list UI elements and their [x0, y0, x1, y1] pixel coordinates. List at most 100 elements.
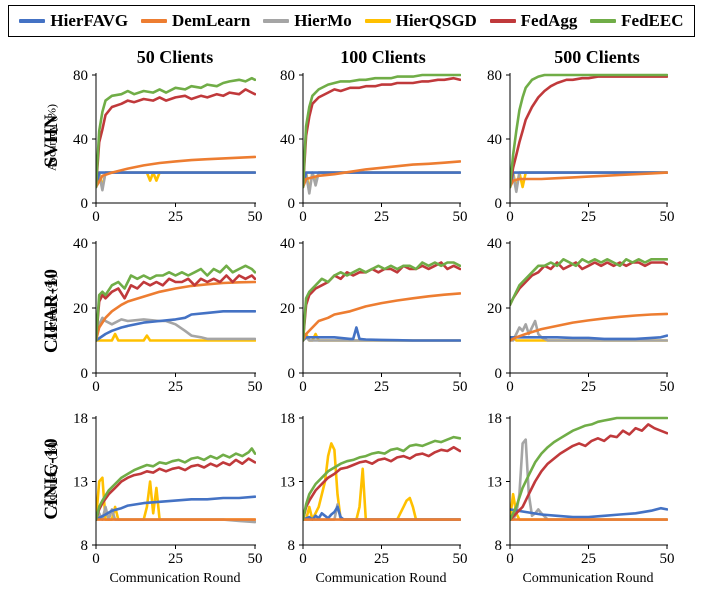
y-tick-label: 0 — [81, 366, 89, 382]
panel-svhn-500: 0 40 80 0 25 50 — [487, 68, 675, 225]
series-group — [303, 435, 461, 521]
series-group — [303, 73, 461, 195]
x-tick-label: 50 — [248, 379, 263, 395]
series-line-demlearn — [303, 292, 461, 342]
x-tick-label: 25 — [581, 379, 596, 395]
y-tick-label: 20 — [487, 301, 502, 317]
y-tick-label: 8 — [81, 538, 89, 554]
series-line-fedagg — [303, 76, 461, 189]
x-axis-label-50-clients: Communication Round — [109, 571, 241, 586]
y-tick-label: 80 — [280, 68, 295, 84]
series-line-fedeec — [96, 447, 256, 521]
series-line-hiermo — [96, 171, 256, 192]
legend: HierFAVG DemLearn HierMo HierQSGD FedAgg FedE… — [8, 5, 695, 37]
x-tick-label: 50 — [660, 551, 675, 567]
column-title-100-clients: 100 Clients — [340, 47, 426, 67]
x-tick-label: 25 — [581, 209, 596, 225]
panel-cifar-10-100: 0 20 40 0 25 50 — [280, 236, 468, 395]
series-line-demlearn — [303, 160, 461, 189]
series-line-hierfavg — [510, 334, 668, 341]
series-line-fedeec — [510, 73, 668, 189]
series-line-fedagg — [510, 261, 668, 307]
series-line-fedeec — [303, 435, 461, 521]
series-line-fedagg — [303, 445, 461, 521]
legend-swatch — [590, 19, 617, 23]
panel-svhn-100: 0 40 80 0 25 50 — [280, 68, 468, 225]
y-tick-label: 13 — [280, 475, 295, 491]
x-tick-label: 0 — [92, 379, 100, 395]
series-line-demlearn — [96, 155, 256, 189]
series-line-fedeec — [303, 261, 461, 342]
x-tick-label: 0 — [299, 379, 307, 395]
panel-svhn-50: 0 40 80 0 25 50 — [73, 68, 263, 225]
y-tick-label: 0 — [81, 196, 89, 212]
x-tick-label: 25 — [374, 551, 389, 567]
y-tick-label: 40 — [73, 132, 88, 148]
legend-label: HierQSGD — [395, 11, 477, 30]
series-line-hierfavg — [96, 495, 256, 521]
y-tick-label: 0 — [495, 196, 503, 212]
series-line-demlearn — [510, 312, 668, 342]
x-tick-label: 0 — [506, 209, 514, 225]
series-line-fedagg — [510, 423, 668, 521]
legend-item-hierqsgd: HierQSGD — [364, 11, 477, 31]
legend-swatch — [489, 19, 516, 23]
x-tick-label: 0 — [92, 551, 100, 567]
y-tick-label: 18 — [73, 411, 88, 427]
series-group — [303, 261, 461, 342]
series-line-hierqsgd — [303, 442, 461, 521]
series-line-fedagg — [96, 457, 256, 521]
y-tick-label: 13 — [73, 475, 88, 491]
x-tick-label: 50 — [453, 379, 468, 395]
y-tick-label: 40 — [73, 236, 88, 252]
x-tick-label: 25 — [374, 379, 389, 395]
series-group — [96, 447, 256, 524]
panel-cifar-10-500: 0 20 40 0 25 50 — [487, 236, 675, 395]
x-tick-label: 0 — [506, 379, 514, 395]
panel-cinic-10-100: 8 13 18 0 25 50 — [280, 411, 468, 567]
y-tick-label: 8 — [495, 538, 503, 554]
column-title-500-clients: 500 Clients — [554, 47, 640, 67]
column-title-50-clients: 50 Clients — [136, 47, 214, 67]
legend-item-hierfavg: HierFAVG — [19, 11, 128, 31]
y-tick-label: 80 — [73, 68, 88, 84]
panel-cinic-10-500: 8 13 18 0 25 50 — [487, 411, 675, 567]
series-line-fedeec — [96, 76, 256, 189]
series-line-demlearn — [510, 171, 668, 189]
legend-label: DemLearn — [171, 11, 251, 30]
legend-swatch — [263, 19, 290, 23]
series-line-fedeec — [96, 264, 256, 342]
y-tick-label: 40 — [487, 236, 502, 252]
series-line-fedeec — [303, 73, 461, 189]
x-tick-label: 50 — [248, 551, 263, 567]
y-tick-label: 40 — [487, 132, 502, 148]
y-tick-label: 40 — [280, 132, 295, 148]
legend-label: FedAgg — [520, 11, 578, 30]
x-tick-label: 0 — [299, 209, 307, 225]
legend-item-hiermo: HierMo — [263, 11, 352, 31]
x-axis-label-500-clients: Communication Round — [522, 571, 654, 586]
y-tick-label: 0 — [288, 196, 296, 212]
series-line-hierfavg — [96, 309, 256, 342]
legend-swatch — [364, 19, 391, 23]
series-line-hierqsgd — [96, 332, 256, 342]
series-line-fedeec — [510, 416, 668, 521]
series-group — [510, 73, 668, 194]
legend-item-fedeec: FedEEC — [590, 11, 684, 31]
series-group — [510, 416, 668, 521]
y-tick-label: 0 — [495, 366, 503, 382]
y-tick-label: 13 — [487, 475, 502, 491]
series-line-demlearn — [96, 280, 256, 342]
series-line-hierfavg — [303, 505, 461, 521]
x-tick-label: 50 — [660, 379, 675, 395]
legend-label: FedEEC — [621, 11, 684, 30]
y-tick-label: 20 — [280, 301, 295, 317]
series-group — [510, 257, 668, 342]
x-tick-label: 50 — [660, 209, 675, 225]
x-axis-label-100-clients: Communication Round — [315, 571, 447, 586]
x-tick-label: 0 — [299, 551, 307, 567]
series-line-hierfavg — [96, 171, 256, 189]
series-line-fedagg — [96, 88, 256, 189]
legend-item-fedagg: FedAgg — [489, 11, 578, 31]
